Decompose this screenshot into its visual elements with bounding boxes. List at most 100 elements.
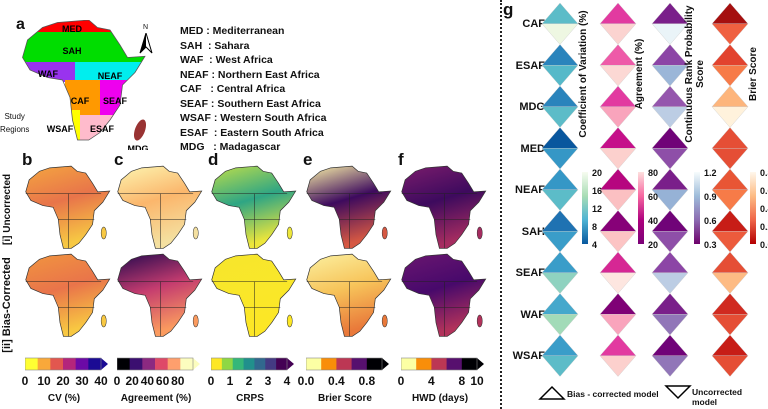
- uncorrected-triangle: [651, 272, 689, 294]
- metric-colorbar-tick: 0.6: [760, 186, 768, 196]
- uncorrected-triangle: [651, 23, 689, 45]
- panel-b-label: b: [22, 150, 33, 169]
- bias-corrected-triangle: [599, 251, 637, 273]
- uncorrected-triangle: [711, 272, 749, 294]
- metric-title: Agreement (%): [634, 38, 645, 110]
- region-row-label: NEAF: [515, 184, 545, 196]
- colorbar-tick: 0.4: [328, 374, 345, 388]
- legend-entry: CAF : Central Africa: [180, 83, 286, 95]
- bias-corrected-triangle: [541, 210, 579, 232]
- panel-a-label: a: [16, 16, 25, 33]
- metric-colorbar: [750, 172, 756, 244]
- legend-entry: SEAF : Southern East Africa: [180, 97, 321, 110]
- uncorrected-triangle: [541, 148, 579, 170]
- region-code-label: NEAF: [98, 71, 123, 81]
- bias-corrected-triangle: [651, 44, 689, 66]
- metric-colorbar-tick: 0.0: [760, 240, 768, 250]
- uncorrected-triangle: [599, 189, 637, 211]
- uncorrected-triangle: [711, 231, 749, 253]
- metric-colorbar-tick: 80: [648, 168, 659, 178]
- colorbar-tick: 80: [171, 374, 185, 388]
- metric-colorbar-tick: 0.9: [704, 192, 717, 202]
- uncorrected-triangle: [541, 355, 579, 377]
- region-row-label: MDG: [519, 101, 545, 113]
- panel-e-label: e: [303, 150, 313, 169]
- colorbar-tick: 1: [226, 374, 234, 388]
- study-regions-map: MED SAH WAF NEAF CAF SEAF WSAF ESAF MDG: [21, 20, 149, 150]
- bias-corrected-triangle: [541, 251, 579, 273]
- bias-corrected-triangle: [711, 251, 749, 273]
- region-mdg: [133, 119, 147, 141]
- metric-colorbar-tick: 0.4: [760, 204, 768, 214]
- colorbar-tick: 10: [470, 374, 484, 388]
- map-e-uncorrected: [306, 165, 392, 249]
- uncorrected-triangle: [651, 148, 689, 170]
- row-label-uncorrected: [i] Uncorrected: [2, 173, 13, 245]
- uncorrected-triangle: [711, 23, 749, 45]
- uncorrected-triangle: [711, 65, 749, 87]
- panel-separator: [500, 0, 502, 409]
- metric-colorbar-tick: 0.6: [704, 216, 717, 226]
- bias-corrected-triangle: [651, 2, 689, 24]
- map-b-bias-corrected: [25, 253, 111, 337]
- uncorrected-triangle: [541, 314, 579, 336]
- metric-colorbar-tick: 0.8: [760, 168, 768, 178]
- colorbar-tick: 60: [155, 374, 170, 388]
- uncorrected-legend-label: Uncorrected model: [692, 387, 743, 407]
- colorbar-tick: 4: [283, 374, 291, 388]
- colorbar-tick: 30: [75, 374, 89, 388]
- bias-corrected-triangle: [651, 293, 689, 315]
- legend-entry: MED : Mediterranean: [180, 25, 285, 37]
- region-row-label: MED: [520, 142, 545, 155]
- bias-corrected-triangle: [599, 2, 637, 24]
- uncorrected-triangle: [651, 106, 689, 128]
- bias-corrected-triangle: [541, 127, 579, 149]
- uncorrected-triangle: [599, 231, 637, 253]
- region-row-label: SAH: [521, 225, 545, 238]
- colorbar-tick: 3: [264, 374, 272, 388]
- uncorrected-triangle: [711, 106, 749, 128]
- region-row-label: ESAF: [515, 59, 545, 72]
- uncorrected-triangle: [711, 148, 749, 170]
- colorbar-tick: 10: [37, 374, 51, 388]
- uncorrected-triangle: [541, 231, 579, 253]
- colorbar-title: CV (%): [47, 393, 81, 404]
- legend-entry: WAF : West Africa: [180, 54, 273, 66]
- map-f-bias-corrected: [401, 253, 487, 337]
- bias-corrected-triangle: [651, 127, 689, 149]
- map-e-bias-corrected: [306, 253, 392, 337]
- colorbar-title: CRPS: [236, 393, 264, 404]
- bias-corrected-triangle: [711, 44, 749, 66]
- metric-colorbar-tick: 1.2: [704, 168, 717, 178]
- panel-c-label: c: [114, 150, 124, 169]
- bias-corrected-triangle: [711, 127, 749, 149]
- metric-title: Coefficient of Variation (%): [578, 10, 589, 138]
- uncorrected-triangle: [599, 314, 637, 336]
- metric-colorbar-tick: 20: [592, 168, 603, 178]
- colorbar-tick: 8: [458, 374, 466, 388]
- metric-colorbar-tick: 20: [648, 240, 659, 250]
- colorbar-tick: 20: [125, 374, 139, 388]
- uncorrected-triangle: [651, 65, 689, 87]
- colorbar-tick: 0.0: [297, 374, 315, 388]
- uncorrected-legend-icon: [664, 385, 692, 400]
- uncorrected-triangle: [599, 65, 637, 87]
- map-f-uncorrected: [401, 165, 487, 249]
- metric-colorbar-tick: 8: [592, 222, 598, 232]
- bias-corrected-triangle: [711, 85, 749, 107]
- bias-corrected-legend-label: Bias - corrected model: [567, 389, 659, 399]
- map-d-bias-corrected: [211, 253, 297, 337]
- metric-title: Continuous Rank Probability Score: [684, 5, 706, 143]
- colorbar-tick: 4: [428, 374, 435, 388]
- panel-d-label: d: [208, 150, 219, 169]
- region-row-label: CAF: [522, 18, 545, 30]
- region-legend: MED : Mediterranean SAH : Sahara WAF : Wes…: [180, 24, 326, 155]
- region-code-label: WAF: [38, 69, 58, 79]
- colorbar-d: [211, 357, 294, 371]
- uncorrected-triangle: [711, 189, 749, 211]
- metric-colorbar-tick: 0.2: [760, 222, 768, 232]
- uncorrected-triangle: [599, 355, 637, 377]
- bias-corrected-triangle: [541, 2, 579, 24]
- map-c-uncorrected: [117, 165, 203, 249]
- colorbar-tick: 40: [140, 374, 155, 388]
